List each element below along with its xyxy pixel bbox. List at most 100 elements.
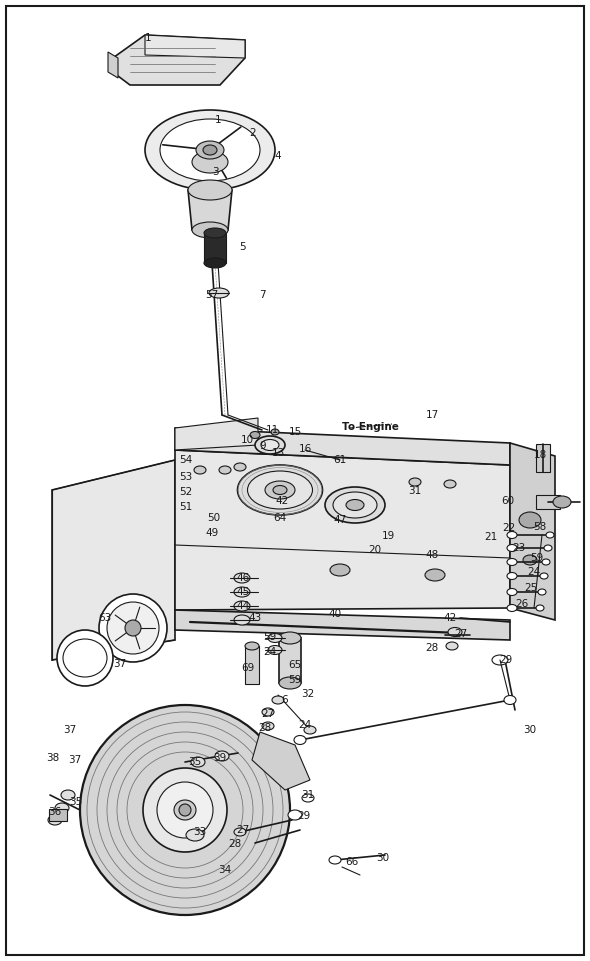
Text: 32: 32: [301, 689, 314, 699]
Polygon shape: [510, 443, 555, 620]
Ellipse shape: [507, 545, 517, 552]
Ellipse shape: [204, 228, 226, 238]
Ellipse shape: [191, 757, 205, 767]
Ellipse shape: [294, 735, 306, 745]
Ellipse shape: [247, 471, 313, 509]
Text: 24: 24: [263, 647, 277, 657]
Text: 48: 48: [425, 550, 438, 560]
Ellipse shape: [48, 815, 62, 825]
Ellipse shape: [261, 439, 279, 451]
Ellipse shape: [186, 829, 204, 841]
Ellipse shape: [268, 633, 282, 643]
Text: 66: 66: [345, 857, 359, 867]
Text: 24: 24: [299, 720, 312, 730]
Text: 35: 35: [188, 757, 202, 767]
Text: 37: 37: [68, 755, 81, 765]
Polygon shape: [175, 418, 258, 450]
Ellipse shape: [271, 429, 279, 435]
Ellipse shape: [262, 708, 274, 716]
Text: 37: 37: [113, 659, 127, 669]
Text: 7: 7: [258, 290, 266, 300]
Ellipse shape: [234, 587, 250, 597]
Ellipse shape: [219, 466, 231, 474]
Ellipse shape: [504, 696, 516, 704]
Text: 29: 29: [499, 655, 513, 665]
Circle shape: [143, 768, 227, 852]
Ellipse shape: [507, 558, 517, 565]
Text: 54: 54: [179, 455, 192, 465]
Circle shape: [157, 782, 213, 838]
Text: 61: 61: [333, 455, 347, 465]
Text: 22: 22: [502, 523, 516, 533]
Text: 53: 53: [179, 472, 192, 482]
Ellipse shape: [492, 655, 508, 665]
Text: 29: 29: [297, 811, 310, 821]
Bar: [536, 495, 560, 509]
Ellipse shape: [507, 531, 517, 538]
Text: 51: 51: [179, 502, 192, 512]
Text: 58: 58: [533, 522, 546, 532]
Text: 11: 11: [266, 425, 278, 435]
Ellipse shape: [325, 487, 385, 523]
Ellipse shape: [304, 726, 316, 734]
Text: 38: 38: [47, 753, 60, 763]
Ellipse shape: [448, 628, 462, 636]
Ellipse shape: [507, 604, 517, 611]
Ellipse shape: [174, 800, 196, 820]
Polygon shape: [188, 190, 232, 230]
Ellipse shape: [536, 605, 544, 611]
Text: 52: 52: [179, 487, 192, 497]
Ellipse shape: [346, 500, 364, 510]
Ellipse shape: [196, 141, 224, 159]
Ellipse shape: [542, 559, 550, 565]
Circle shape: [107, 602, 159, 654]
Polygon shape: [252, 732, 310, 790]
Circle shape: [125, 620, 141, 636]
Ellipse shape: [540, 573, 548, 579]
Text: 46: 46: [237, 573, 250, 583]
Polygon shape: [175, 428, 510, 465]
Text: 27: 27: [454, 629, 468, 639]
Ellipse shape: [553, 496, 571, 508]
Text: 1: 1: [145, 33, 151, 43]
Ellipse shape: [507, 573, 517, 579]
Ellipse shape: [425, 569, 445, 581]
Text: eReplacementParts.com: eReplacementParts.com: [185, 491, 405, 508]
Text: 25: 25: [525, 583, 537, 593]
Text: 37: 37: [63, 725, 77, 735]
Ellipse shape: [268, 646, 282, 654]
Text: 24: 24: [527, 567, 540, 577]
Text: 18: 18: [533, 450, 546, 460]
Text: 28: 28: [258, 723, 271, 733]
Bar: [204, 233, 226, 263]
Text: 20: 20: [368, 545, 382, 555]
Text: 17: 17: [425, 410, 438, 420]
Text: 27: 27: [237, 825, 250, 835]
Text: 35: 35: [70, 797, 83, 807]
Ellipse shape: [215, 751, 229, 761]
Ellipse shape: [538, 589, 546, 595]
Ellipse shape: [273, 485, 287, 495]
Ellipse shape: [188, 180, 232, 200]
Circle shape: [57, 630, 113, 686]
Polygon shape: [175, 610, 510, 640]
Polygon shape: [108, 52, 118, 78]
Circle shape: [179, 804, 191, 816]
Text: 33: 33: [194, 827, 206, 837]
Polygon shape: [52, 460, 175, 660]
Text: 16: 16: [299, 444, 312, 454]
Text: 27: 27: [261, 709, 274, 719]
Text: 59: 59: [289, 675, 301, 685]
Bar: [536, 444, 550, 472]
Ellipse shape: [234, 828, 246, 836]
Text: 42: 42: [276, 496, 289, 506]
Ellipse shape: [209, 288, 229, 298]
Text: 40: 40: [329, 609, 342, 619]
Bar: [279, 637, 301, 682]
Text: 15: 15: [289, 427, 301, 437]
Text: 59: 59: [530, 553, 543, 563]
Ellipse shape: [444, 480, 456, 488]
Ellipse shape: [234, 573, 250, 583]
Text: 3: 3: [212, 167, 218, 177]
Text: 10: 10: [241, 435, 254, 445]
